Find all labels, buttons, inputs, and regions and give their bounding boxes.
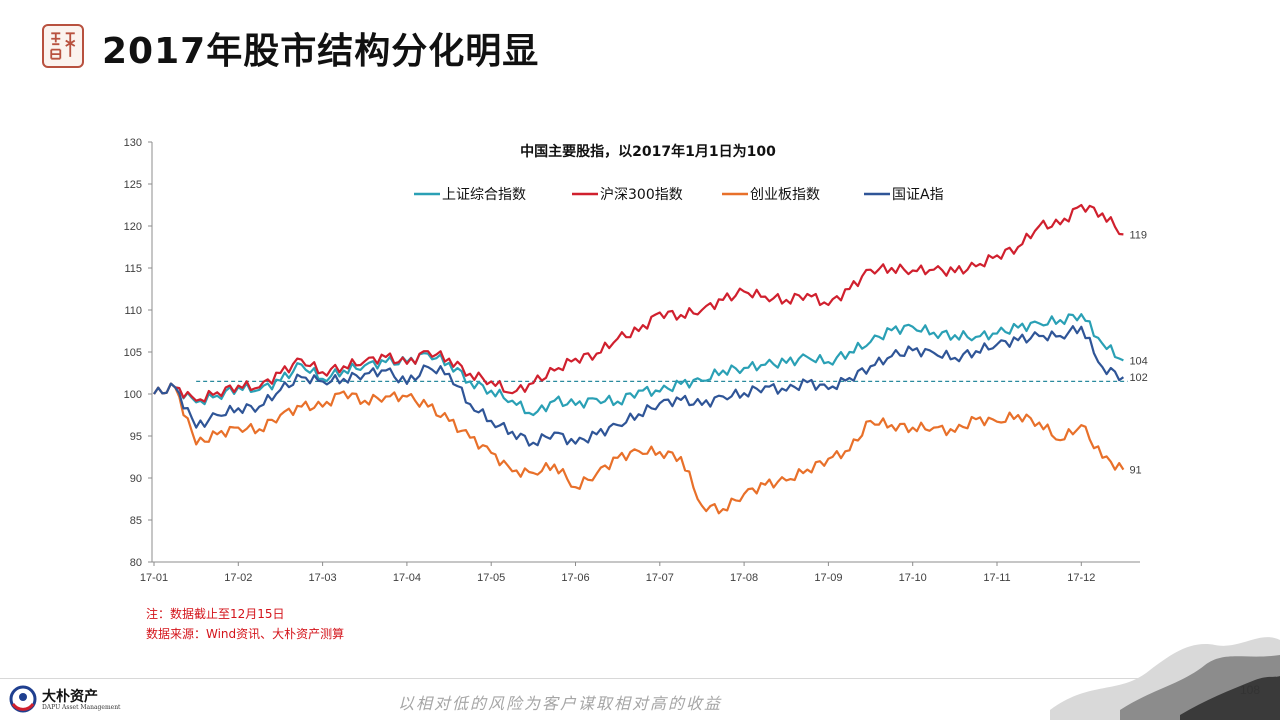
logo-name: 大朴资产 xyxy=(42,689,98,705)
x-tick-label: 17-01 xyxy=(140,572,168,584)
series-end-label: 104 xyxy=(1129,355,1147,367)
data-source-note: 数据来源：Wind资讯、大朴资产测算 xyxy=(146,627,345,641)
legend-item: 创业板指数 xyxy=(722,187,820,203)
footer-logo: 大朴资产 DAPU Asset Management xyxy=(8,684,128,716)
x-tick-label: 17-03 xyxy=(309,572,337,584)
legend-label: 国证A指 xyxy=(892,187,944,203)
series-end-label: 102 xyxy=(1129,372,1147,384)
data-cutoff-note: 注：数据截止至12月15日 xyxy=(146,607,285,621)
ink-landscape-decoration xyxy=(1050,637,1280,720)
x-tick-label: 17-10 xyxy=(899,572,927,584)
legend-label: 上证综合指数 xyxy=(442,187,526,203)
y-tick-label: 80 xyxy=(130,557,142,569)
footer-divider xyxy=(0,678,1280,679)
chart-axes: 80 85 90 95 100 105 110 115 120 125 130 17-01 17-02 1… xyxy=(124,137,1140,584)
chart-legend: 上证综合指数 沪深300指数 创业板指数 国证A指 xyxy=(414,187,944,203)
page-number: 108 xyxy=(1240,683,1261,697)
y-tick-label: 120 xyxy=(124,221,142,233)
series-line xyxy=(153,203,1124,403)
x-tick-label: 17-09 xyxy=(814,572,842,584)
x-tick-label: 17-05 xyxy=(477,572,505,584)
y-tick-label: 105 xyxy=(124,347,142,359)
legend-item: 上证综合指数 xyxy=(414,187,526,203)
y-tick-label: 100 xyxy=(124,389,142,401)
y-tick-label: 85 xyxy=(130,515,142,527)
logo-mark-icon xyxy=(9,685,37,713)
x-tick-label: 17-11 xyxy=(983,572,1010,584)
y-tick-label: 130 xyxy=(124,137,142,149)
y-tick-label: 115 xyxy=(124,263,142,275)
notes-block: 注：数据截止至12月15日 数据来源：Wind资讯、大朴资产测算 xyxy=(146,604,344,644)
chart-labels: 104 119 91 102 中国主要股指，以2017年1月1日为100 xyxy=(520,143,1148,477)
y-tick-label: 90 xyxy=(130,473,142,485)
x-tick-label: 17-08 xyxy=(730,572,758,584)
x-tick-label: 17-07 xyxy=(646,572,674,584)
series-line xyxy=(153,325,1125,447)
chart-title: 中国主要股指，以2017年1月1日为100 xyxy=(520,143,776,160)
footer-slogan: 以相对低的风险为客户谋取相对高的收益 xyxy=(398,694,723,713)
company-seal xyxy=(42,24,84,68)
x-tick-label: 17-04 xyxy=(393,572,421,584)
series-line xyxy=(153,382,1125,515)
legend-item: 国证A指 xyxy=(864,187,944,203)
legend-label: 沪深300指数 xyxy=(600,187,683,203)
legend-label: 创业板指数 xyxy=(750,187,820,203)
series-end-label: 91 xyxy=(1129,465,1141,477)
legend-item: 沪深300指数 xyxy=(572,187,683,203)
index-line-chart: 80 85 90 95 100 105 110 115 120 125 130 17-01 17-02 1… xyxy=(124,137,1148,584)
x-tick-label: 17-02 xyxy=(224,572,252,584)
series-end-label: 119 xyxy=(1129,229,1147,241)
x-tick-label: 17-12 xyxy=(1067,572,1095,584)
x-tick-label: 17-06 xyxy=(561,572,589,584)
y-tick-label: 125 xyxy=(124,179,142,191)
y-tick-label: 95 xyxy=(130,431,142,443)
page-title: 2017年股市结构分化明显 xyxy=(102,31,540,72)
series-line xyxy=(153,313,1124,417)
logo-subtitle: DAPU Asset Management xyxy=(42,704,121,711)
y-tick-label: 110 xyxy=(124,305,142,317)
series-lines xyxy=(153,203,1125,515)
